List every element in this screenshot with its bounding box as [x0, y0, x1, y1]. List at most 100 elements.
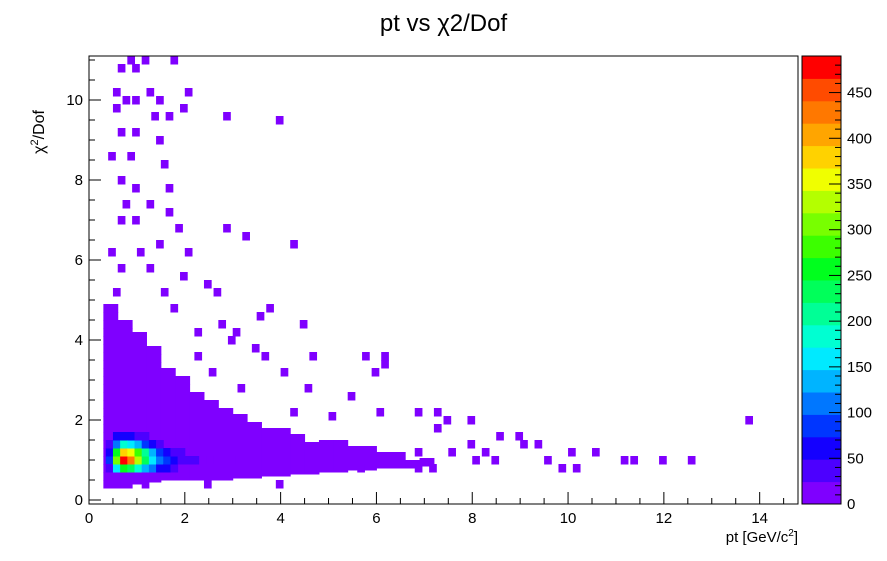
palette-tick-label: 100 [847, 405, 872, 422]
x-tick-label: 0 [85, 510, 93, 527]
heatmap-bin [261, 352, 270, 361]
heatmap-bin [203, 440, 219, 449]
heatmap-bin [160, 432, 176, 441]
heatmap-bin [108, 152, 116, 161]
palette-swatch [802, 145, 841, 169]
heatmap-bin [165, 208, 174, 217]
heatmap-bin [414, 464, 423, 473]
heatmap-bin [165, 112, 174, 121]
heatmap-bin [189, 408, 205, 417]
heatmap-bin [376, 460, 392, 469]
heatmap-bin [148, 456, 157, 465]
palette-swatch [802, 414, 841, 438]
heatmap-bin [194, 328, 203, 337]
palette-swatch [802, 459, 841, 483]
heatmap-bin [156, 136, 164, 145]
heatmap-bin [117, 336, 133, 345]
heatmap-bin [141, 56, 150, 65]
heatmap-bin [132, 348, 147, 357]
heatmap-bin [117, 384, 133, 393]
heatmap-bin [177, 456, 186, 465]
heatmap-bin [146, 418, 162, 427]
heatmap-bin [117, 216, 126, 225]
heatmap-bin [630, 456, 639, 465]
heatmap-bin [304, 466, 320, 475]
palette-swatch [802, 56, 841, 79]
heatmap-bin [175, 416, 191, 425]
heatmap-bin [132, 356, 147, 365]
heatmap-bin [247, 462, 262, 471]
color-palette: 0 50 100 150 200 250 300 350 400 450 [801, 55, 872, 513]
heatmap-bin [256, 312, 265, 321]
heatmap-bin [199, 456, 207, 465]
heatmap-bin [203, 408, 219, 417]
palette-swatch [802, 280, 841, 303]
heatmap-bin [117, 368, 133, 377]
heatmap-bin [232, 328, 241, 337]
heatmap-bin [160, 400, 176, 409]
y-axis-label: χ2/Dof [29, 109, 48, 153]
heatmap-bin [132, 216, 140, 225]
heatmap-bin [117, 344, 133, 353]
heatmap-bin [467, 416, 476, 425]
heatmap-bin [175, 392, 191, 401]
heatmap-bin [189, 424, 205, 433]
heatmap-bin [112, 440, 121, 449]
heatmap-bin [247, 438, 262, 447]
heatmap-bin [117, 400, 133, 409]
heatmap-bin [163, 464, 171, 473]
heatmap-bin [134, 432, 143, 441]
heatmap-bin [160, 376, 176, 385]
heatmap-bin [132, 396, 147, 405]
chart-title: pt vs χ2/Dof [379, 10, 508, 37]
heatmap-bin [112, 104, 121, 113]
heatmap-bin [134, 440, 143, 449]
heatmap-bin [247, 446, 262, 455]
heatmap-bin [120, 456, 128, 465]
heatmap-bin [371, 368, 380, 377]
heatmap-bin [117, 264, 126, 273]
heatmap-bin [218, 472, 234, 481]
heatmap-bin [218, 320, 227, 329]
y-tick-label: 0 [75, 492, 83, 509]
palette-tick-label: 450 [847, 85, 872, 102]
heatmap-bin [220, 456, 229, 465]
heatmap-bin [146, 386, 162, 395]
heatmap-bin [376, 408, 385, 417]
heatmap-bin [218, 416, 234, 425]
heatmap-bin [175, 464, 191, 473]
y-tick-label: 4 [75, 332, 83, 349]
heatmap-bin [127, 448, 136, 457]
heatmap-bin [103, 472, 119, 481]
heatmap-bin [146, 394, 162, 403]
heatmap-bin [218, 408, 234, 417]
y-tick-label: 2 [75, 412, 83, 429]
heatmap-bin [156, 464, 164, 473]
heatmap-bin [146, 402, 162, 411]
palette-swatch [802, 168, 841, 191]
heatmap-bin [362, 454, 377, 463]
heatmap-bin [117, 176, 126, 185]
y-tick-label: 10 [66, 92, 83, 109]
heatmap-bin [544, 456, 552, 465]
heatmap-bin [146, 346, 162, 355]
heatmap-bin [146, 434, 162, 443]
palette-swatch [802, 347, 841, 371]
heatmap-bin [189, 472, 205, 481]
heatmap-bin [108, 248, 116, 257]
heatmap-bin [134, 464, 143, 473]
heatmap-bin [275, 428, 291, 437]
heatmap-bin [304, 458, 320, 467]
axes: 0 2 4 6 8 10 12 14 0 2 4 6 8 10 [66, 59, 785, 527]
heatmap-bin [251, 344, 260, 353]
heatmap-bin [120, 448, 128, 457]
heatmap-bin [194, 352, 203, 361]
heatmap-bin [481, 448, 490, 457]
heatmap-bin [213, 288, 222, 297]
palette-swatch [802, 481, 841, 505]
palette-tick-label: 50 [847, 450, 864, 467]
heatmap-bin [103, 480, 119, 489]
heatmap-bin [103, 328, 119, 337]
heatmap-bin [290, 442, 306, 451]
heatmap-bin [414, 408, 423, 417]
